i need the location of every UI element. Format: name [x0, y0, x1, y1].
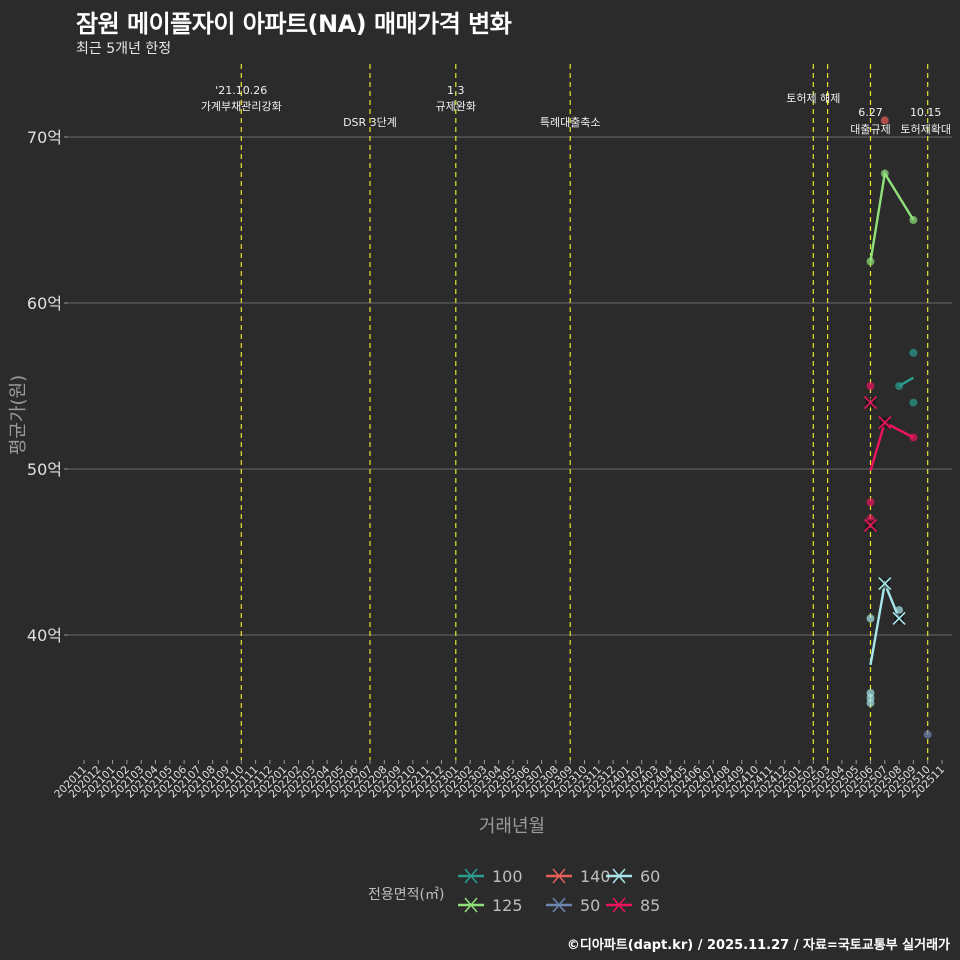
legend-item-100: 100 [458, 866, 523, 886]
data-point [909, 398, 918, 407]
mean-line [869, 579, 901, 666]
legend-key-icon [546, 897, 572, 913]
data-point [880, 116, 889, 125]
series-85 [863, 382, 918, 533]
event-label: 규제완화 [436, 100, 476, 113]
event-label: 토허제 해제 [786, 91, 840, 105]
event-label: 6.27 [858, 106, 883, 119]
series-100 [895, 348, 918, 407]
legend-label: 125 [492, 895, 523, 915]
event-label: 10.15 [910, 106, 942, 119]
legend-item-50: 50 [546, 895, 600, 915]
legend-key-icon [458, 897, 484, 913]
legend-key-icon [606, 868, 632, 884]
legend-label: 140 [580, 866, 611, 886]
chart-subtitle: 최근 5개년 한정 [76, 41, 172, 57]
data-point [866, 699, 875, 708]
mean-line [869, 170, 915, 262]
series-50 [923, 730, 932, 739]
y-tick-label: 70억 [27, 128, 62, 147]
series-60 [866, 576, 906, 708]
mean-line [869, 420, 914, 472]
legend-label: 50 [580, 895, 601, 915]
legend-item-140: 140 [546, 866, 611, 886]
event-label: 1.3 [447, 84, 465, 97]
event-label: 가계부채관리강화 [201, 100, 282, 113]
legend-item-125: 125 [458, 895, 523, 915]
legend-label: 85 [640, 895, 661, 915]
legend-item-60: 60 [606, 866, 660, 886]
event-label: DSR 3단계 [343, 116, 397, 129]
legend-key-icon [606, 897, 632, 913]
data-point [866, 498, 875, 507]
source-caption: ©디아파트(dapt.kr) / 2025.11.27 / 자료=국토교통부 실… [566, 938, 950, 953]
series-125 [866, 169, 918, 266]
x-axis-label: 거래년월 [479, 816, 545, 837]
data-point [866, 614, 875, 623]
y-tick-label: 60억 [27, 294, 62, 313]
legend-label: 60 [640, 866, 661, 886]
legend-key-icon [546, 868, 572, 884]
event-label: 특례대출축소 [540, 116, 601, 129]
data-point [923, 730, 932, 739]
y-axis-label: 평균가(원) [8, 375, 29, 455]
event-label: '21.10.26 [215, 84, 267, 97]
legend-key-icon [458, 868, 484, 884]
mean-line [898, 376, 915, 388]
series-140 [880, 116, 889, 125]
event-label: 대출규제 [850, 123, 890, 136]
data-point [866, 382, 875, 390]
data-point [909, 348, 918, 357]
legend-item-85: 85 [606, 895, 660, 915]
y-tick-label: 40억 [27, 626, 62, 645]
chart-title: 잠원 메이플자이 아파트(NA) 매매가격 변화 [76, 10, 512, 38]
event-label: 토허제확대 [900, 123, 951, 136]
y-tick-label: 50억 [27, 460, 62, 479]
legend-title: 전용면적(㎡) [368, 887, 445, 903]
legend-label: 100 [492, 866, 523, 886]
